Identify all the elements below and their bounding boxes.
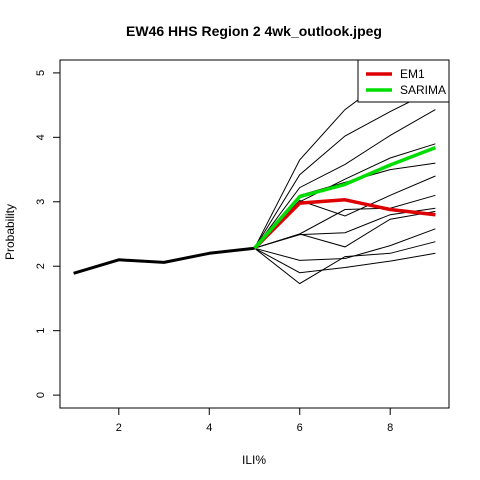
legend-label-em1: EM1 [400,67,425,81]
x-tick-label: 2 [116,422,122,434]
y-tick-label: 4 [35,134,47,140]
ensemble-lines [254,60,436,285]
ensemble-line-12 [254,247,436,274]
ensemble-line-11 [254,241,436,285]
plot-area [73,60,437,285]
x-axis-label: ILI% [242,453,266,467]
y-tick-label: 2 [35,263,47,269]
ensemble-line-3 [254,109,436,249]
legend-box [357,59,450,103]
x-axis: 2 4 6 8 [116,407,393,434]
history-line [73,246,255,275]
y-tick-label: 3 [35,199,47,205]
y-tick-label: 1 [35,328,47,334]
legend: EM1 SARIMA [357,59,450,103]
chart-title: EW46 HHS Region 2 4wk_outlook.jpeg [126,23,382,39]
forecast-lines [253,145,437,250]
ensemble-line-2 [254,88,436,249]
x-tick-label: 4 [206,422,212,434]
ensemble-line-10 [254,228,436,261]
legend-label-sarima: SARIMA [400,83,446,97]
x-tick-label: 6 [297,422,303,434]
y-tick-label: 5 [35,70,47,76]
observed-ili-line [73,246,255,275]
x-tick-label: 8 [387,422,393,434]
series-line-sarima [253,145,437,250]
y-tick-label: 0 [35,392,47,398]
series-line-em1 [253,198,436,250]
y-axis: 0 1 2 3 4 5 [35,70,61,398]
ensemble-line-9 [254,210,436,249]
y-axis-label: Probability [3,204,17,260]
